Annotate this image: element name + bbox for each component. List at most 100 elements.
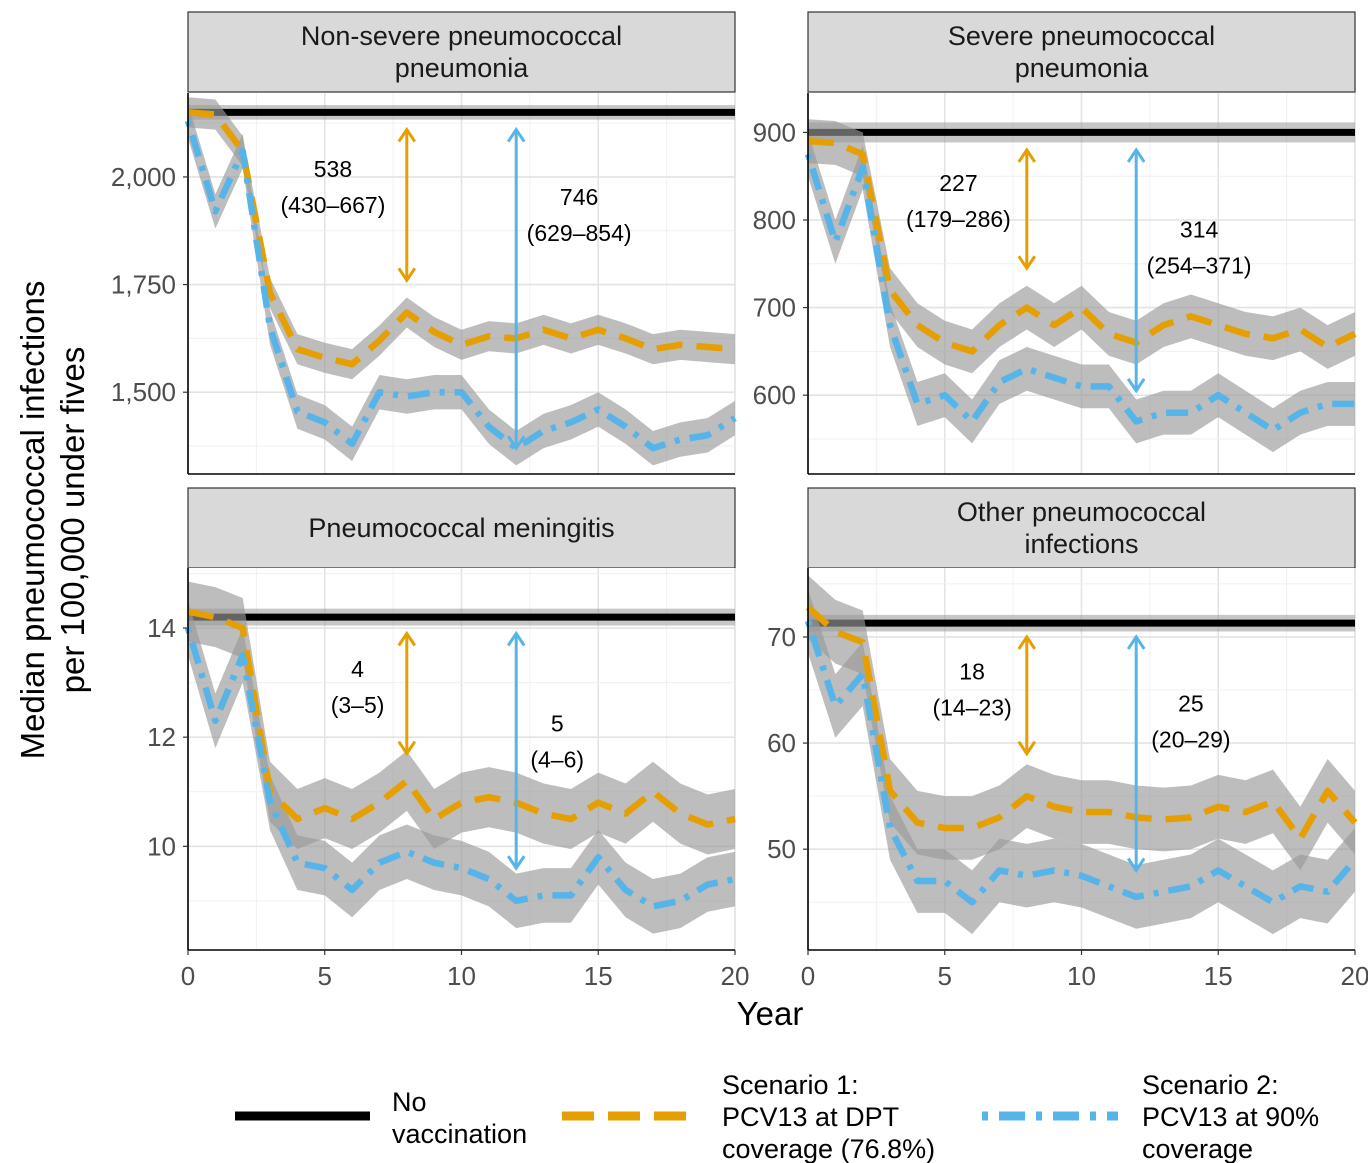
scenario-2-line: [184, 627, 736, 910]
scenario-2-line: [804, 153, 1355, 434]
legend: No vaccination Scenario 1: PCV13 at DPT …: [235, 1070, 1319, 1163]
difference-annotation-2: 25 (20–29): [1126, 634, 1231, 874]
difference-arrow-head-top: [506, 126, 526, 143]
legend-label-no-vaccination-line-1: No: [392, 1087, 427, 1117]
panel-strip: [807, 487, 1356, 569]
x-tick-label: 10: [447, 961, 476, 991]
difference-label-line-2: (430–667): [281, 192, 386, 218]
x-tick-label: 5: [318, 961, 332, 991]
scenario-1-ribbon: [188, 97, 735, 380]
scenario-1-line: [187, 608, 736, 828]
y-axis-title-line-2: per 100,000 under fives: [54, 347, 91, 694]
y-axis-title-line-1: Median pneumococcal infections: [14, 281, 51, 760]
difference-arrow-head-bottom: [1017, 740, 1037, 757]
panel-title-line-1: Non-severe pneumococcal: [301, 21, 622, 51]
y-tick-label: 60: [767, 728, 796, 758]
legend-label-no-vaccination-line-2: vaccination: [392, 1119, 527, 1149]
scenario-1-ribbon: [188, 581, 735, 855]
legend-label-scenario-1-line-1: Scenario 1:: [722, 1070, 859, 1100]
panel-title-line-2: pneumonia: [1015, 53, 1150, 83]
y-tick-label: 800: [753, 205, 796, 235]
difference-label-line-1: 25: [1178, 690, 1204, 716]
difference-label-line-1: 18: [959, 658, 985, 684]
scenario-1-ribbon: [808, 119, 1355, 374]
panel-3: Pneumococcal meningitis 4 (3–5) 5 (4–6) 10 12 1…: [147, 487, 750, 991]
difference-annotation-2: 314 (254–371): [1126, 147, 1252, 394]
y-tick-label: 2,000: [111, 162, 176, 192]
legend-label-scenario-1-line-2: PCV13 at DPT: [722, 1102, 899, 1132]
difference-arrow-head-top: [506, 630, 526, 647]
legend-label-scenario-2-line-3: coverage: [1142, 1134, 1253, 1163]
y-tick-label: 50: [767, 834, 796, 864]
difference-annotation-1: 538 (430–667): [281, 126, 417, 283]
scenario-2-ribbon: [808, 589, 1355, 935]
legend-label-scenario-1-line-3: coverage (76.8%): [722, 1134, 935, 1163]
scenario-2-line: [184, 120, 737, 452]
difference-arrow-head-bottom: [1126, 377, 1146, 394]
x-tick-label: 20: [721, 961, 750, 991]
axis-titles: Year Median pneumococcal infections per …: [14, 281, 803, 1032]
x-tick-label: 0: [801, 961, 815, 991]
difference-annotation-2: 5 (4–6): [506, 630, 584, 871]
scenario-1-line: [805, 604, 1358, 842]
x-tick-label: 10: [1067, 961, 1096, 991]
panel-title-line-1: Severe pneumococcal: [948, 21, 1215, 51]
difference-annotation-2: 746 (629–854): [506, 126, 632, 451]
difference-label-line-2: (4–6): [530, 747, 584, 773]
difference-label-line-1: 746: [560, 184, 598, 210]
y-tick-label: 600: [753, 380, 796, 410]
y-tick-label: 10: [147, 831, 176, 861]
chart-panels: Non-severe pneumococcalpneumonia538(430–…: [111, 11, 1368, 991]
difference-arrow-head-top: [1126, 147, 1146, 163]
difference-label-line-2: (629–854): [527, 220, 632, 246]
x-tick-label: 15: [1204, 961, 1233, 991]
difference-label-line-1: 227: [939, 170, 977, 196]
scenario-1-line: [807, 137, 1357, 355]
panel-strip: [807, 11, 1356, 93]
difference-arrow-head-top: [397, 630, 417, 647]
y-axis-title: Median pneumococcal infections per 100,0…: [14, 281, 91, 760]
panel-strip: [187, 487, 736, 569]
panel-title-line-2: pneumonia: [395, 53, 530, 83]
difference-arrow-head-bottom: [1017, 255, 1037, 271]
y-tick-label: 700: [753, 293, 796, 323]
x-axis-title: Year: [737, 995, 804, 1032]
y-tick-label: 12: [147, 722, 176, 752]
difference-label-line-1: 538: [314, 156, 352, 182]
y-tick-label: 70: [767, 622, 796, 652]
difference-arrow-head-bottom: [1126, 857, 1146, 874]
difference-arrow-head-top: [1017, 634, 1037, 650]
difference-arrow-head-top: [1017, 147, 1037, 163]
difference-arrow-head-bottom: [397, 740, 417, 757]
scenario-2-ribbon: [188, 600, 735, 934]
difference-label-line-2: (20–29): [1151, 726, 1230, 752]
difference-arrow-head-bottom: [397, 267, 417, 283]
x-tick-label: 0: [181, 961, 195, 991]
x-tick-label: 20: [1341, 961, 1368, 991]
y-tick-label: 1,500: [111, 377, 176, 407]
difference-label-line-1: 4: [351, 656, 364, 682]
y-tick-label: 1,750: [111, 270, 176, 300]
panel-title-line-1: Pneumococcal meningitis: [308, 513, 614, 543]
panel-strip: [187, 11, 736, 93]
difference-annotation-1: 4 (3–5): [331, 630, 417, 757]
difference-arrow-head-top: [397, 126, 417, 143]
y-tick-label: 900: [753, 117, 796, 147]
difference-arrow-head-bottom: [506, 855, 526, 871]
difference-arrow-head-bottom: [506, 435, 526, 451]
difference-arrow-head-top: [1126, 634, 1146, 650]
scenario-2-line: [804, 620, 1358, 906]
legend-label-scenario-2-line-2: PCV13 at 90%: [1142, 1102, 1319, 1132]
x-tick-label: 5: [938, 961, 952, 991]
x-tick-label: 15: [584, 961, 613, 991]
difference-annotation-1: 227 (179–286): [906, 147, 1037, 271]
difference-label-line-2: (3–5): [331, 692, 385, 718]
difference-label-line-2: (254–371): [1147, 253, 1252, 279]
difference-label-line-1: 5: [551, 711, 564, 737]
difference-label-line-2: (14–23): [932, 694, 1011, 720]
difference-annotation-1: 18 (14–23): [932, 634, 1037, 757]
